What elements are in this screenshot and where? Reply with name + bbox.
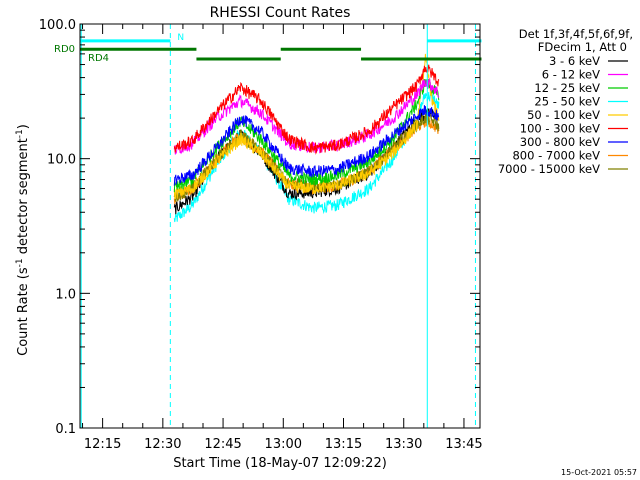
x-tick-label: 12:15 [84, 437, 121, 452]
x-axis-label: Start Time (18-May-07 12:09:22) [173, 456, 387, 471]
legend-header-2: FDecim 1, Att 0 [538, 40, 627, 54]
legend-label-1: 6 - 12 keV [542, 68, 600, 82]
y-axis-label-main: Count Rate (s [16, 267, 31, 356]
series-line-8 [173, 113, 440, 203]
legend-label-7: 800 - 7000 keV [512, 149, 600, 163]
y-tick-label: 0.1 [55, 422, 76, 437]
legend-label-3: 25 - 50 keV [534, 95, 600, 109]
series-line-4 [173, 53, 440, 200]
axis-ticks: 0.1 1.0 10.0 100.0 12:15 12:30 12:45 13:00 13:15… [39, 18, 483, 452]
legend-label-6: 300 - 800 keV [520, 135, 600, 149]
y-tick-label: 100.0 [39, 18, 76, 33]
plot-frame [79, 23, 481, 429]
annotation-bars: RD0 RD4 N [54, 24, 482, 428]
y-axis-label-mid: detector segment [16, 138, 31, 258]
x-tick-label: 12:45 [204, 437, 241, 452]
footer-timestamp: 15-Oct-2021 05:57 [561, 468, 637, 477]
n-label: N [177, 33, 184, 43]
y-axis-label-end: ) [16, 124, 31, 129]
y-axis-label: Count Rate (s-1 detector segment-1) [15, 124, 31, 356]
x-tick-label: 13:15 [325, 437, 362, 452]
x-tick-label: 13:30 [385, 437, 422, 452]
legend-label-8: 7000 - 15000 keV [498, 162, 600, 176]
x-tick-label: 13:45 [445, 437, 482, 452]
rd0-label: RD0 [54, 44, 75, 55]
legend-header-1: Det 1f,3f,4f,5f,6f,9f, [519, 27, 633, 41]
y-axis-label-sup2: -1 [15, 129, 25, 138]
legend-label-4: 50 - 100 keV [527, 108, 600, 122]
x-tick-label: 12:30 [144, 437, 181, 452]
legend-label-0: 3 - 6 keV [549, 54, 600, 68]
legend-label-5: 100 - 300 keV [520, 122, 600, 136]
y-tick-label: 10.0 [47, 153, 76, 168]
series-lines [173, 53, 440, 223]
legend-label-2: 12 - 25 keV [534, 81, 600, 95]
rd4-label: RD4 [88, 53, 109, 64]
series-line-5 [173, 64, 440, 155]
y-tick-label: 1.0 [55, 287, 76, 302]
x-tick-label: 13:00 [265, 437, 302, 452]
y-axis-label-sup1: -1 [15, 258, 25, 267]
series-line-6 [173, 105, 440, 186]
chart-title: RHESSI Count Rates [210, 5, 351, 21]
